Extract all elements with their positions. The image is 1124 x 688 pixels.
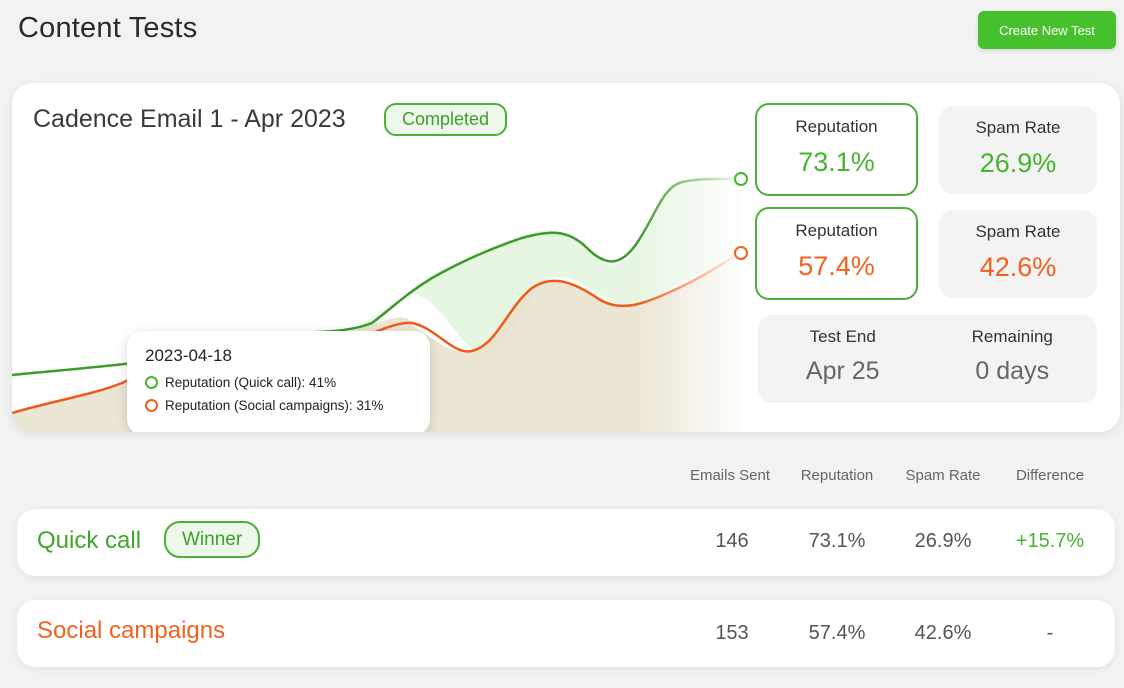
winner-badge: Winner — [164, 521, 261, 558]
reputation-cell: 73.1% — [808, 530, 866, 552]
spam-rate-cell: 42.6% — [914, 622, 972, 644]
emails-sent-cell: 146 — [715, 530, 749, 552]
emails-sent-cell: 153 — [715, 622, 749, 644]
variant-row-social-campaigns[interactable]: Social campaigns 153 57.4% 42.6% - — [17, 600, 1115, 667]
social-campaigns-end-marker — [734, 246, 748, 260]
variant-b-reputation-box: Reputation 57.4% — [755, 207, 918, 300]
column-header-emails-sent: Emails Sent — [689, 467, 771, 484]
chart-tooltip: 2023-04-18 Reputation (Quick call): 41% … — [127, 331, 430, 432]
variant-b-spam-box: Spam Rate 42.6% — [939, 210, 1097, 298]
difference-cell: - — [1046, 622, 1054, 644]
stat-label: Remaining — [971, 327, 1053, 346]
tooltip-date: 2023-04-18 — [145, 346, 232, 365]
create-new-test-button[interactable]: Create New Test — [978, 11, 1116, 49]
reputation-cell: 57.4% — [808, 622, 866, 644]
page-title: Content Tests — [18, 12, 198, 44]
quick-call-end-marker — [734, 172, 748, 186]
variant-row-quick-call[interactable]: Quick call Winner 146 73.1% 26.9% +15.7% — [17, 509, 1115, 576]
test-summary-card: Cadence Email 1 - Apr 2023 Completed 202… — [12, 83, 1120, 432]
green-circle-icon — [145, 376, 158, 389]
status-badge: Completed — [384, 103, 508, 136]
stat-value: 73.1% — [798, 147, 875, 177]
stat-label: Reputation — [795, 221, 878, 240]
orange-circle-icon — [145, 399, 158, 412]
tooltip-line-b: Reputation (Social campaigns): 31% — [165, 398, 384, 413]
stat-value: 42.6% — [979, 252, 1057, 282]
variant-a-spam-box: Spam Rate 26.9% — [939, 106, 1097, 194]
stat-label: Spam Rate — [975, 222, 1061, 241]
column-header-spam-rate: Spam Rate — [905, 467, 981, 484]
spam-rate-cell: 26.9% — [914, 530, 972, 552]
stat-value: 57.4% — [798, 251, 875, 281]
stat-label: Spam Rate — [975, 118, 1061, 137]
test-timing-box: Test End Apr 25 Remaining 0 days — [758, 315, 1097, 403]
variant-name: Social campaigns — [37, 617, 226, 644]
remaining-cell: Remaining 0 days — [928, 315, 1098, 403]
stat-label: Reputation — [795, 117, 878, 136]
stat-value: Apr 25 — [805, 357, 880, 385]
stat-value: 0 days — [975, 357, 1050, 385]
tooltip-row-quick-call: Reputation (Quick call): 41% — [145, 375, 412, 390]
stat-label: Test End — [809, 327, 876, 346]
variant-a-reputation-box: Reputation 73.1% — [755, 103, 918, 196]
tooltip-line-a: Reputation (Quick call): 41% — [165, 375, 337, 390]
column-header-reputation: Reputation — [800, 467, 874, 484]
difference-cell: +15.7% — [1015, 530, 1085, 552]
tooltip-row-social-campaigns: Reputation (Social campaigns): 31% — [145, 398, 412, 413]
column-header-difference: Difference — [1015, 467, 1085, 484]
variant-name: Quick call — [37, 527, 142, 554]
stat-value: 26.9% — [979, 148, 1057, 178]
test-end-cell: Test End Apr 25 — [758, 315, 928, 403]
area-between-series — [12, 178, 741, 375]
test-name: Cadence Email 1 - Apr 2023 — [33, 105, 346, 133]
